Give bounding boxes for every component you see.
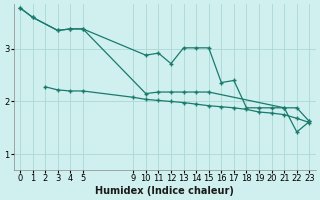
X-axis label: Humidex (Indice chaleur): Humidex (Indice chaleur) (95, 186, 234, 196)
